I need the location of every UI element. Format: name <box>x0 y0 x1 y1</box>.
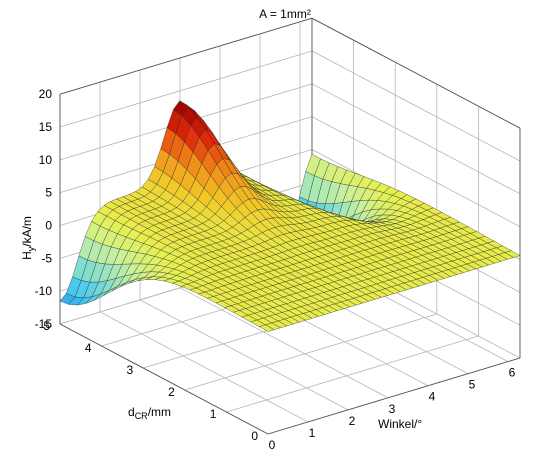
z-tick-label: -15 <box>35 317 53 331</box>
box-edge <box>311 17 521 129</box>
y-tick-label: 2 <box>168 385 175 399</box>
y-tick-label: 0 <box>251 429 258 443</box>
side-wall-grid-z <box>311 116 521 228</box>
surface-plot <box>59 100 521 332</box>
z-tick-label: 10 <box>39 153 53 167</box>
y-tick-label: 4 <box>85 341 92 355</box>
y-tick-label: 5 <box>43 319 50 333</box>
z-axis-label: Hy/kA/m <box>20 216 36 260</box>
x-tick-label: 2 <box>349 414 356 428</box>
box-edge <box>59 17 313 95</box>
side-wall-grid-z <box>311 50 521 162</box>
axis-y <box>59 323 269 435</box>
x-tick-label: 5 <box>469 378 476 392</box>
x-tick-label: 0 <box>269 438 276 452</box>
y-axis-label: dCR/mm <box>128 405 171 421</box>
floor-grid-x <box>139 299 349 411</box>
z-tick-label: -5 <box>41 251 52 265</box>
back-wall-grid-z <box>59 50 313 128</box>
x-tick-label: 1 <box>309 426 316 440</box>
surface-patch <box>504 250 521 258</box>
floor-grid-y <box>226 335 479 413</box>
axis-x <box>267 357 521 435</box>
z-tick-label: 5 <box>45 186 52 200</box>
z-tick-label: 0 <box>45 219 52 233</box>
z-tick-label: 15 <box>39 120 53 134</box>
x-tick-label: 6 <box>509 366 516 380</box>
z-tick-label: -10 <box>35 284 53 298</box>
floor-grid-x <box>99 311 309 423</box>
chart-title: A = 1mm² <box>259 7 311 21</box>
side-wall-grid-z <box>311 83 521 195</box>
x-axis-label: Winkel/° <box>378 417 422 431</box>
z-tick-label: 20 <box>39 87 53 101</box>
floor-grid-x <box>179 287 389 399</box>
x-tick-label: 4 <box>429 390 436 404</box>
x-tick-label: 3 <box>389 402 396 416</box>
y-tick-label: 1 <box>210 407 217 421</box>
y-tick-label: 3 <box>127 363 134 377</box>
floor-grid-y <box>184 313 437 391</box>
